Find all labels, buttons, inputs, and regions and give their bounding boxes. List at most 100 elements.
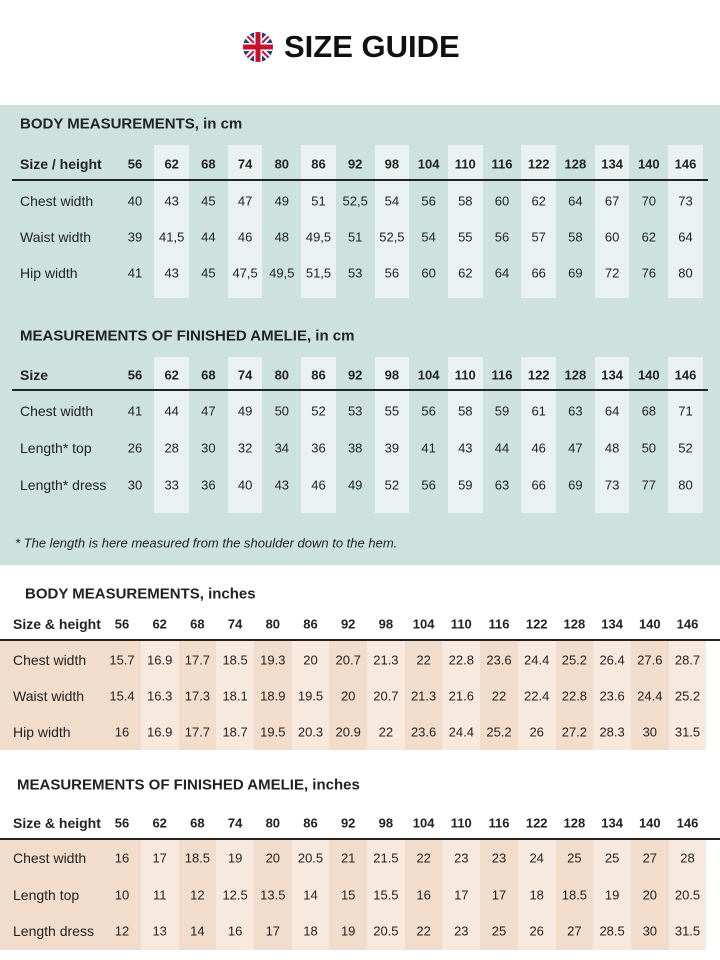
cell: 28.7 [674,652,701,668]
column-band [521,145,557,298]
cell: 51 [347,229,363,245]
column-band [301,357,336,513]
cell: 44 [494,440,510,456]
column-header: 122 [525,815,548,831]
cell: 17 [265,923,281,939]
cell: 22 [416,652,431,668]
cell: 45 [201,265,216,281]
cell: 16 [416,887,431,903]
cell: 77 [641,477,657,493]
cell: 41 [127,403,143,419]
column-band [521,357,557,513]
cell: 28 [680,850,695,866]
cell: 60 [604,229,620,245]
cell: 40 [127,193,143,209]
cell: 55 [458,229,473,245]
column-header: 116 [491,156,513,172]
cell: 18.5 [222,652,248,668]
column-header: 134 [601,156,623,172]
page-title: SIZE GUIDE [284,29,460,64]
row-label: Chest width [13,652,87,668]
column-band [447,357,483,513]
cell: 58 [458,193,473,209]
column-band [253,840,292,950]
column-band [178,641,217,750]
cell: 20 [340,688,356,704]
cell: 22.8 [448,652,474,668]
cell: 51 [311,193,326,209]
header-rule [0,639,720,641]
cell: 66 [531,265,546,281]
cell: 25.2 [674,688,701,704]
cell: 39 [127,229,143,245]
column-header: 74 [237,367,253,383]
column-header: 128 [563,616,586,632]
cell: 48 [274,229,290,245]
column-header: 56 [114,815,130,831]
column-header: 146 [674,156,697,172]
column-band [103,641,141,750]
column-band [447,145,483,298]
cell: 20.5 [674,887,701,903]
column-header: Size [20,367,49,383]
cell: 19.5 [297,688,324,704]
column-header: 80 [265,616,281,632]
cell: 39 [384,440,400,456]
column-band [555,641,594,750]
row-label: Waist width [20,229,92,245]
column-band [630,840,669,950]
cell: 21.6 [448,688,474,704]
column-header: 134 [601,815,623,831]
column-header: 134 [601,367,623,383]
uk-flag [243,32,273,62]
column-band [154,357,190,513]
cell: 52 [678,440,693,456]
column-band [253,641,292,750]
cell: 20.5 [297,850,324,866]
column-header: Size / height [20,156,102,172]
cell: 71 [678,403,693,419]
column-band [594,145,630,298]
cell: 23.6 [599,688,625,704]
column-header: 110 [450,815,472,831]
column-band [668,840,707,950]
cell: 61 [531,403,546,419]
column-band [178,840,217,950]
cell: 30 [642,923,658,939]
cell: 64 [604,403,620,419]
cell: 20 [265,850,281,866]
cell: 43 [164,265,179,281]
cell: 72 [604,265,620,281]
column-header: 68 [201,156,216,172]
column-band [594,357,630,513]
cell: 43 [458,440,473,456]
cell: 44 [164,403,179,419]
cell: 25 [567,850,582,866]
cell: 27 [642,850,658,866]
cell: 56 [494,229,510,245]
cell: 28.3 [599,724,625,740]
column-band [374,357,410,513]
cell: 38 [347,440,363,456]
cell: 19.3 [260,652,286,668]
cell: 31.5 [674,923,701,939]
cell: 62 [531,193,546,209]
column-header: 146 [676,815,699,831]
cell: 41 [421,440,436,456]
column-header: 110 [454,156,476,172]
table-title: BODY MEASUREMENTS, inches [25,585,256,603]
cell: 43 [274,477,290,493]
cell: 16 [227,923,243,939]
cell: 20.3 [297,724,324,740]
cell: 80 [678,477,693,493]
column-header: 110 [454,367,476,383]
column-header: 116 [491,367,513,383]
column-header: 98 [384,367,400,383]
cell: 28 [164,440,179,456]
column-header: 146 [676,616,699,632]
cell: 26 [529,724,544,740]
cell: 21.3 [410,688,437,704]
column-header: 68 [190,616,205,632]
cell: 17.7 [184,724,211,740]
column-header: 140 [637,156,660,172]
